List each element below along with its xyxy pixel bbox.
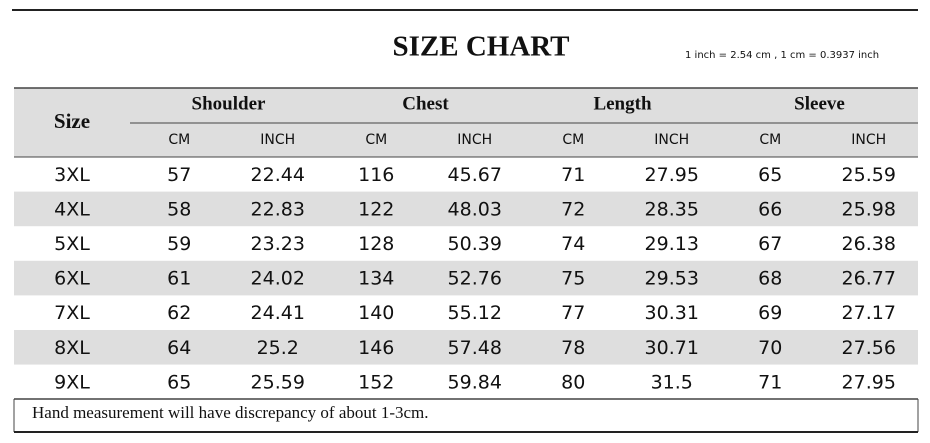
- cell: 25.59: [251, 371, 305, 393]
- footer-note: Hand measurement will have discrepancy o…: [32, 403, 429, 422]
- unit-header: INCH: [654, 132, 689, 148]
- group-header: Length: [593, 93, 652, 114]
- cell: 67: [758, 233, 782, 255]
- unit-header: INCH: [260, 132, 295, 148]
- size-label: 4XL: [54, 198, 90, 220]
- cell: 64: [167, 337, 191, 359]
- cell: 80: [561, 371, 585, 393]
- cell: 77: [561, 302, 585, 324]
- cell: 57.48: [448, 337, 502, 359]
- cell: 128: [358, 233, 394, 255]
- cell: 29.13: [645, 233, 699, 255]
- cell: 62: [167, 302, 191, 324]
- row-band: [14, 191, 918, 227]
- cell: 30.31: [645, 302, 699, 324]
- cell: 116: [358, 164, 394, 186]
- cell: 48.03: [448, 198, 502, 220]
- cell: 23.23: [251, 233, 305, 255]
- cell: 122: [358, 198, 394, 220]
- cell: 61: [167, 268, 191, 290]
- cell: 58: [167, 198, 191, 220]
- cell: 66: [758, 198, 782, 220]
- cell: 152: [358, 371, 394, 393]
- cell: 28.35: [645, 198, 699, 220]
- cell: 27.95: [645, 164, 699, 186]
- unit-header: INCH: [457, 132, 492, 148]
- group-header: Sleeve: [794, 93, 845, 114]
- size-label: 8XL: [54, 337, 90, 359]
- row-band: [14, 260, 918, 296]
- cell: 31.5: [651, 371, 693, 393]
- cell: 68: [758, 268, 782, 290]
- cell: 29.53: [645, 268, 699, 290]
- cell: 78: [561, 337, 585, 359]
- cell: 74: [561, 233, 585, 255]
- size-label: 5XL: [54, 233, 90, 255]
- cell: 22.44: [251, 164, 305, 186]
- unit-note: 1 inch = 2.54 cm , 1 cm = 0.3937 inch: [685, 50, 879, 61]
- cell: 30.71: [645, 337, 699, 359]
- title: SIZE CHART: [392, 31, 569, 63]
- size-label: 3XL: [54, 164, 90, 186]
- cell: 72: [561, 198, 585, 220]
- cell: 50.39: [448, 233, 502, 255]
- cell: 22.83: [251, 198, 305, 220]
- cell: 26.38: [842, 233, 896, 255]
- cell: 27.17: [842, 302, 896, 324]
- cell: 65: [167, 371, 191, 393]
- cell: 27.95: [842, 371, 896, 393]
- row-band: [14, 330, 918, 365]
- unit-header: CM: [562, 132, 584, 148]
- size-label: 7XL: [54, 302, 90, 324]
- cell: 25.59: [842, 164, 896, 186]
- cell: 25.2: [257, 337, 299, 359]
- cell: 24.41: [251, 302, 305, 324]
- cell: 45.67: [448, 164, 502, 186]
- cell: 27.56: [842, 337, 896, 359]
- cell: 70: [758, 337, 782, 359]
- cell: 25.98: [842, 198, 896, 220]
- size-header: Size: [54, 109, 90, 133]
- cell: 71: [561, 164, 585, 186]
- unit-header: CM: [365, 132, 387, 148]
- cell: 55.12: [448, 302, 502, 324]
- cell: 24.02: [251, 268, 305, 290]
- unit-header: CM: [168, 132, 190, 148]
- cell: 146: [358, 337, 394, 359]
- size-label: 9XL: [54, 371, 90, 393]
- group-header: Chest: [402, 93, 449, 114]
- cell: 52.76: [448, 268, 502, 290]
- cell: 69: [758, 302, 782, 324]
- cell: 59: [167, 233, 191, 255]
- cell: 65: [758, 164, 782, 186]
- cell: 140: [358, 302, 394, 324]
- cell: 71: [758, 371, 782, 393]
- group-header: Shoulder: [192, 93, 266, 114]
- cell: 59.84: [448, 371, 502, 393]
- cell: 57: [167, 164, 191, 186]
- size-label: 6XL: [54, 268, 90, 290]
- unit-header: INCH: [851, 132, 886, 148]
- cell: 26.77: [842, 268, 896, 290]
- cell: 75: [561, 268, 585, 290]
- cell: 134: [358, 268, 394, 290]
- unit-header: CM: [759, 132, 781, 148]
